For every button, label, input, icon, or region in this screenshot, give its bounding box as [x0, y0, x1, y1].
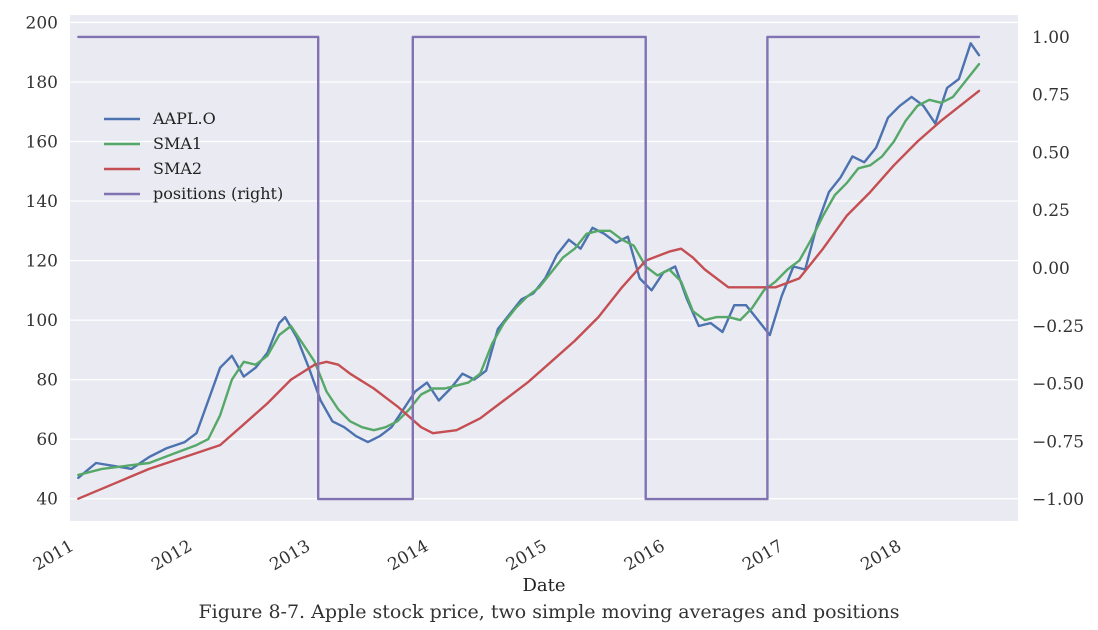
y-tick-label: 120 [26, 252, 58, 272]
y-axis-left: 40 60 80 100 120 140 160 180 200 [26, 13, 58, 509]
x-tick-label: 2017 [739, 536, 786, 575]
x-axis-label: Date [522, 575, 565, 596]
y-tick-label: 80 [36, 371, 58, 391]
chart-canvas: 40 60 80 100 120 140 160 180 200 −1.00 −0.75 −0.50… [26, 13, 1085, 596]
y2-tick-label: 0.25 [1032, 201, 1070, 221]
x-tick-label: 2013 [266, 536, 313, 575]
legend-label: positions (right) [153, 184, 283, 203]
y2-tick-label: −0.25 [1032, 317, 1084, 337]
legend-label: AAPL.O [152, 109, 216, 128]
y2-tick-label: −0.50 [1032, 375, 1084, 395]
y-axis-right: −1.00 −0.75 −0.50 −0.25 0.00 0.25 0.50 0.75 1.00 [1032, 28, 1084, 510]
y-tick-label: 60 [36, 430, 58, 450]
y2-tick-label: 1.00 [1032, 28, 1070, 48]
x-tick-label: 2014 [385, 536, 432, 575]
legend: AAPL.O SMA1 SMA2 positions (right) [104, 109, 283, 203]
y-tick-label: 200 [26, 13, 58, 33]
y-tick-label: 100 [26, 311, 58, 331]
y-tick-label: 140 [26, 192, 58, 212]
y-tick-label: 160 [26, 133, 58, 153]
x-tick-label: 2011 [30, 536, 77, 575]
legend-label: SMA1 [153, 134, 202, 153]
x-tick-label: 2016 [621, 536, 668, 575]
y2-tick-label: −1.00 [1032, 490, 1084, 510]
legend-label: SMA2 [153, 159, 202, 178]
y2-tick-label: 0.75 [1032, 86, 1070, 106]
plot-area [70, 15, 1018, 521]
series-line-2 [77, 89, 981, 500]
y-tick-label: 40 [36, 490, 58, 510]
series-lines [77, 35, 981, 501]
figure-caption: Figure 8-7. Apple stock price, two simpl… [198, 601, 900, 623]
x-axis: 2011 2012 2013 2014 2015 2016 2017 2018 [30, 536, 905, 575]
y2-tick-label: −0.75 [1032, 432, 1084, 452]
series-line-3 [77, 35, 981, 501]
y2-tick-label: 0.50 [1032, 143, 1070, 163]
series-line-1 [77, 62, 981, 477]
y-tick-label: 180 [26, 73, 58, 93]
y2-tick-label: 0.00 [1032, 259, 1070, 279]
x-tick-label: 2018 [857, 536, 904, 575]
x-tick-label: 2015 [503, 536, 550, 575]
x-tick-label: 2012 [148, 536, 195, 575]
